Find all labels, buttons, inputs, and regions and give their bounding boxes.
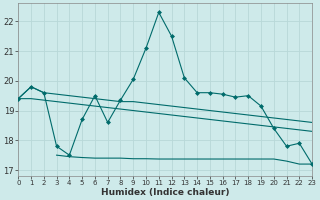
X-axis label: Humidex (Indice chaleur): Humidex (Indice chaleur) — [101, 188, 229, 197]
